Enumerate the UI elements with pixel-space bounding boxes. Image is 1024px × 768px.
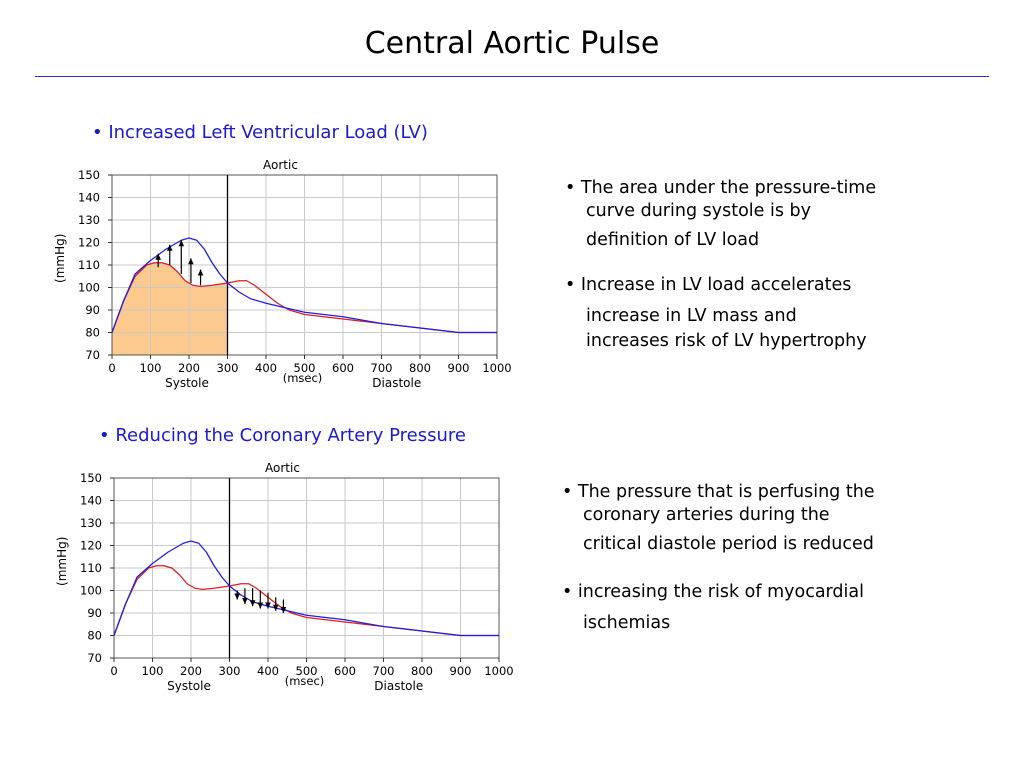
chart2-arrow-head xyxy=(242,598,248,604)
chart2-y-tick-label: 120 xyxy=(80,539,102,553)
chart2-arrow-head xyxy=(280,607,287,613)
chart1-arrow-head xyxy=(166,244,173,251)
chart1-y-tick-label: 70 xyxy=(85,348,100,362)
chart2-y-tick-label: 90 xyxy=(87,606,102,620)
chart2-x-tick-label: 400 xyxy=(257,664,279,678)
bullet-line: critical diastole period is reduced xyxy=(583,533,874,554)
chart1-arrow-head xyxy=(197,269,204,276)
chart1-x-tick-label: 0 xyxy=(108,361,115,375)
chart1-phase-label-diastole: Diastole xyxy=(372,376,421,390)
chart2-arrow-head xyxy=(249,600,256,607)
section-heading-lv-load: • Increased Left Ventricular Load (LV) xyxy=(92,122,428,143)
chart2-x-tick-label: 100 xyxy=(142,664,164,678)
chart1-systole-area xyxy=(112,262,228,355)
chart2-x-tick-label: 800 xyxy=(411,664,433,678)
chart2-xlabel: (msec) xyxy=(285,674,325,688)
chart2-ylabel: (mmHg) xyxy=(55,537,69,586)
bullet-line: • The pressure that is perfusing the xyxy=(562,482,875,502)
chart1-phase-label-systole: Systole xyxy=(165,376,209,390)
bullet-line: definition of LV load xyxy=(586,229,760,250)
chart2-title: Aortic xyxy=(265,461,300,475)
chart1-ylabel: (mmHg) xyxy=(53,234,67,283)
chart2-x-tick-label: 1000 xyxy=(484,664,513,678)
chart1-arrow-head xyxy=(155,253,161,260)
bullet-line: • The area under the pressure-time xyxy=(565,178,877,198)
bullet-line: coronary arteries during the xyxy=(583,504,830,525)
bullet-lv-hypertrophy: • Increase in LV load accelerates increa… xyxy=(565,274,867,352)
slide-title: Central Aortic Pulse xyxy=(364,26,660,61)
aortic-chart-lv-load: 70 80 90 100 110 120 130 140 150 0 100 200 300 400 500… xyxy=(53,158,512,390)
chart2-x-tick-label: 600 xyxy=(334,664,356,678)
chart1-x-tick-label: 100 xyxy=(140,361,162,375)
chart2-y-tick-label: 110 xyxy=(80,561,102,575)
chart1-x-tick-label: 600 xyxy=(332,361,354,375)
bullet-line: • increasing the risk of myocardial xyxy=(562,582,864,602)
bullet-lv-load-definition: • The area under the pressure-time curve… xyxy=(565,177,876,251)
chart2-x-tick-label: 300 xyxy=(219,664,241,678)
chart2-arrow-head xyxy=(234,593,240,600)
chart1-y-tick-label: 140 xyxy=(78,191,100,205)
chart2-x-tick-label: 0 xyxy=(110,664,117,678)
chart1-series-blue-line xyxy=(111,237,497,334)
bullet-line: ischemias xyxy=(583,612,671,633)
chart1-x-tick-label: 800 xyxy=(409,361,431,375)
chart1-x-tick-label: 200 xyxy=(178,361,200,375)
chart2-arrow-head xyxy=(272,604,279,611)
chart1-arrow-head xyxy=(188,258,194,265)
chart1-x-tick-label: 500 xyxy=(294,361,316,375)
chart2-y-tick-label: 150 xyxy=(80,471,102,485)
chart1-x-tick-label: 400 xyxy=(255,361,277,375)
bullet-line: • Increase in LV load accelerates xyxy=(565,275,852,295)
section-heading-coronary-pressure: • Reducing the Coronary Artery Pressure xyxy=(99,425,466,446)
chart2-x-tick-label: 500 xyxy=(296,664,318,678)
chart2-y-tick-label: 130 xyxy=(80,516,102,530)
title-divider xyxy=(35,76,989,77)
bullet-ischemia-risk: • increasing the risk of myocardial isch… xyxy=(562,581,864,635)
chart2-y-tick-label: 100 xyxy=(80,584,102,598)
bullet-line: curve during systole is by xyxy=(586,200,811,221)
chart2-series-blue-line xyxy=(113,540,499,637)
chart1-y-tick-label: 130 xyxy=(78,213,100,227)
chart1-series-red-line xyxy=(111,262,497,334)
chart1-y-tick-label: 80 xyxy=(85,326,100,340)
chart2-arrow-head xyxy=(265,602,271,609)
chart1-y-tick-label: 100 xyxy=(78,281,100,295)
aortic-chart-coronary-pressure: 70 80 90 100 110 120 130 140 150 0 100 200 300 400 500… xyxy=(55,461,514,693)
chart2-phase-label-diastole: Diastole xyxy=(374,679,423,693)
chart1-x-tick-label: 1000 xyxy=(482,361,511,375)
chart1-y-tick-label: 110 xyxy=(78,258,100,272)
chart2-y-tick-label: 80 xyxy=(87,629,102,643)
chart1-y-tick-label: 90 xyxy=(85,303,100,317)
chart2-y-tick-label: 70 xyxy=(87,651,102,665)
chart2-arrow-head xyxy=(257,602,264,609)
chart1-x-tick-label: 300 xyxy=(217,361,239,375)
chart2-y-tick-label: 140 xyxy=(80,494,102,508)
chart2-phase-label-systole: Systole xyxy=(167,679,211,693)
chart1-x-tick-label: 900 xyxy=(448,361,470,375)
chart1-y-tick-label: 150 xyxy=(78,168,100,182)
chart2-series-red-line xyxy=(113,565,499,637)
chart2-x-tick-label: 900 xyxy=(450,664,472,678)
chart1-title: Aortic xyxy=(263,158,298,172)
chart1-y-tick-label: 120 xyxy=(78,236,100,250)
chart2-x-tick-label: 200 xyxy=(180,664,202,678)
bullet-line: increases risk of LV hypertrophy xyxy=(586,330,867,351)
bullet-line: increase in LV mass and xyxy=(586,305,797,326)
bullet-coronary-perfusion: • The pressure that is perfusing the cor… xyxy=(562,481,875,555)
chart1-arrow-head xyxy=(178,240,185,247)
chart1-xlabel: (msec) xyxy=(283,371,323,385)
chart2-x-tick-label: 700 xyxy=(373,664,395,678)
chart1-x-tick-label: 700 xyxy=(371,361,393,375)
